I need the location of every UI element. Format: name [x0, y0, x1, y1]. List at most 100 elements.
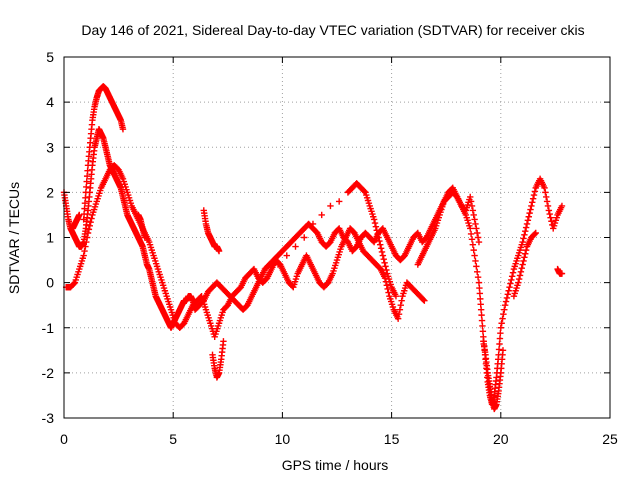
data-point [467, 198, 475, 205]
data-point [82, 243, 89, 250]
data-point [471, 252, 478, 259]
x-tick-label: 15 [384, 431, 400, 447]
y-tick-labels: -3 -2 -1 0 1 2 3 4 5 [42, 49, 55, 426]
data-point [375, 234, 382, 241]
data-point [83, 178, 90, 185]
data-point [377, 245, 385, 252]
data-point [509, 269, 517, 276]
data-point [496, 335, 504, 342]
data-point [476, 284, 483, 292]
data-point [383, 266, 390, 274]
data-point [542, 189, 549, 196]
data-point [82, 194, 89, 201]
y-axis-label: SDTVAR / TECUs [6, 182, 22, 294]
data-point [478, 311, 485, 319]
grid [64, 57, 610, 418]
y-tick-label: 2 [46, 184, 54, 200]
data-point [477, 306, 485, 313]
data-point [507, 280, 514, 287]
data-point [80, 210, 88, 218]
data-point [508, 273, 516, 280]
data-point [473, 263, 480, 270]
series-lower-branch [62, 162, 428, 340]
data-point [475, 279, 483, 286]
data-point [394, 315, 402, 322]
data-point [361, 188, 368, 195]
data-point [468, 202, 476, 210]
data-point [80, 216, 87, 223]
data-point [479, 328, 487, 335]
data-point [500, 311, 507, 318]
data-point [76, 211, 83, 219]
data-point [522, 224, 530, 231]
data-point [515, 275, 523, 283]
x-tick-labels: 0 5 10 15 20 25 [60, 431, 618, 447]
data-point [384, 285, 391, 293]
y-tick-label: 0 [46, 275, 54, 291]
data-point [524, 217, 532, 224]
data-point [476, 290, 484, 297]
data-point [85, 226, 93, 233]
data-point [396, 306, 404, 313]
data-point [371, 219, 379, 227]
data-point [141, 234, 149, 241]
data-point [558, 270, 566, 277]
data-point [474, 274, 482, 281]
series-isolated-segments [69, 184, 566, 300]
data-point [83, 183, 90, 191]
data-point [378, 248, 386, 256]
data-point [309, 220, 317, 228]
data-point [504, 291, 511, 298]
data-point [528, 202, 535, 210]
y-tick-label: 5 [46, 49, 54, 65]
data-point [544, 202, 552, 210]
data-point [220, 338, 227, 345]
data-point [545, 207, 553, 214]
data-point [543, 193, 550, 201]
data-point [382, 263, 389, 270]
data-point [499, 347, 507, 354]
data-point [327, 202, 334, 210]
data-point [505, 287, 512, 294]
data-point [84, 229, 92, 237]
axis-ticks [63, 56, 611, 419]
data-point [87, 218, 94, 226]
x-tick-label: 5 [169, 431, 177, 447]
series-rising-arc [274, 180, 400, 300]
data-point [472, 220, 479, 228]
data-point [497, 324, 504, 331]
data-point [81, 200, 89, 207]
data-point [470, 246, 477, 254]
y-tick-label: -2 [42, 365, 55, 381]
data-point [381, 274, 389, 282]
data-point [477, 295, 484, 303]
data-point [335, 198, 343, 205]
data-point [520, 257, 527, 265]
data-point [373, 227, 380, 234]
data-point [382, 278, 390, 285]
data-point [519, 261, 526, 268]
data-point [477, 301, 484, 308]
data-point [374, 230, 381, 238]
data-point [376, 237, 383, 245]
data-point [474, 234, 482, 241]
data-point [83, 234, 91, 241]
x-axis-label: GPS time / hours [282, 457, 389, 473]
data-point [503, 294, 511, 302]
data-point [502, 298, 510, 305]
data-point [506, 283, 513, 291]
data-point [86, 222, 93, 229]
data-point [520, 235, 527, 242]
data-point [370, 216, 378, 223]
y-tick-label: -3 [42, 410, 55, 426]
data-point [532, 229, 539, 237]
data-point [517, 268, 525, 275]
data-point [383, 282, 390, 289]
data-point [516, 272, 524, 279]
data-point [474, 268, 481, 275]
data-point [421, 297, 428, 304]
data-point [508, 276, 515, 284]
data-point [501, 301, 509, 309]
data-point [81, 205, 88, 212]
data-point [541, 184, 548, 192]
